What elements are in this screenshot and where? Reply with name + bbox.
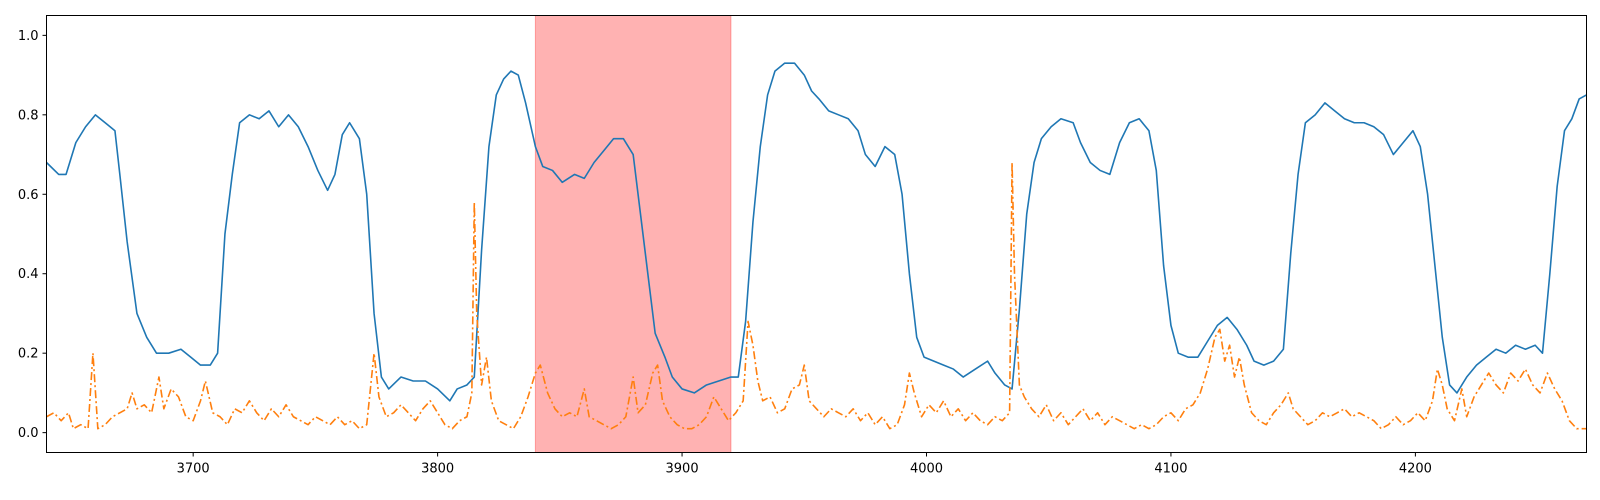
y-tick-label: 0.4 [18, 267, 39, 282]
series-layer [45, 62, 1587, 430]
x-axis: 3700 3800 3900 4000 4100 4200 [177, 452, 1432, 477]
highlight-span [534, 15, 732, 453]
x-tick-label: 4200 [1399, 462, 1432, 477]
y-tick-label: 0.0 [18, 426, 39, 441]
x-tick-label: 4000 [910, 462, 943, 477]
series-line-1 [45, 62, 1587, 402]
highlight-span-layer [534, 15, 732, 453]
x-tick-label: 3800 [421, 462, 454, 477]
plot-frame [46, 15, 1587, 453]
y-tick-label: 0.6 [18, 188, 39, 203]
x-tick-label: 4100 [1154, 462, 1187, 477]
y-tick-label: 0.2 [18, 347, 39, 362]
y-tick-label: 1.0 [18, 29, 39, 44]
x-tick-label: 3900 [666, 462, 699, 477]
x-tick-label: 3700 [177, 462, 210, 477]
y-axis: 0.0 0.2 0.4 0.6 0.8 1.0 [18, 29, 47, 441]
y-tick-label: 0.8 [18, 108, 39, 123]
series-line-2 [46, 161, 1587, 430]
